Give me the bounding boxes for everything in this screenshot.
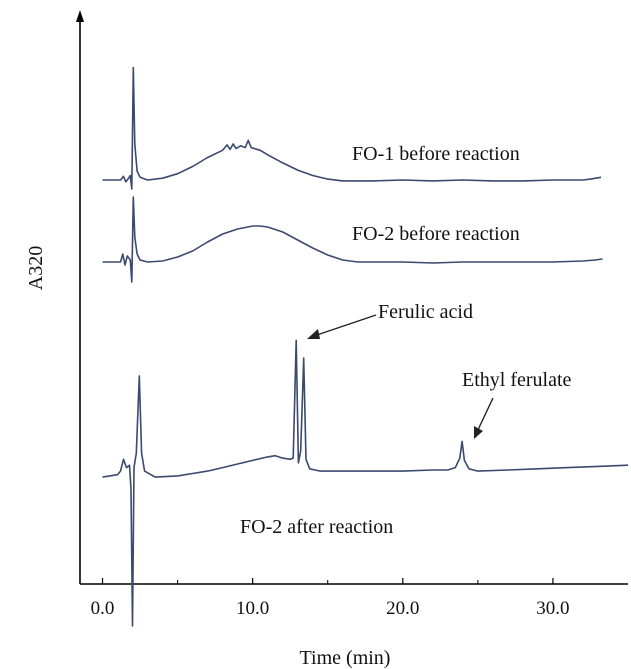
x-axis-label: Time (min) [300,647,391,669]
x-ticks: 0.0 10.0 20.0 30.0 [91,578,570,619]
annotation-arrows [307,314,494,439]
y-axis-label: A320 [25,246,47,290]
y-axis-arrow-icon [76,10,84,22]
axes [76,10,628,585]
label-ferulic-acid: Ferulic acid [378,301,473,323]
label-fo1-before: FO-1 before reaction [352,143,520,165]
traces [102,66,629,627]
ethyl-ferulate-arrow [475,397,494,435]
label-fo2-after: FO-2 after reaction [240,516,393,538]
ferulic-acid-arrowhead-icon [307,329,320,339]
x-tick-label: 20.0 [386,598,419,619]
x-tick-label: 10.0 [236,598,269,619]
x-tick-label: 0.0 [91,598,115,619]
trace-2 [102,196,603,283]
x-tick-label: 30.0 [536,598,569,619]
trace-1 [102,66,602,190]
ethyl-ferulate-arrowhead-icon [474,426,483,439]
ferulic-acid-arrow [310,314,377,338]
label-ethyl-ferulate: Ethyl ferulate [462,369,572,391]
label-fo2-before: FO-2 before reaction [352,223,520,245]
trace-3 [102,339,629,627]
